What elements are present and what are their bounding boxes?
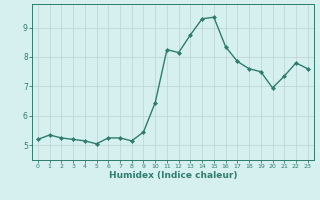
X-axis label: Humidex (Indice chaleur): Humidex (Indice chaleur)	[108, 171, 237, 180]
